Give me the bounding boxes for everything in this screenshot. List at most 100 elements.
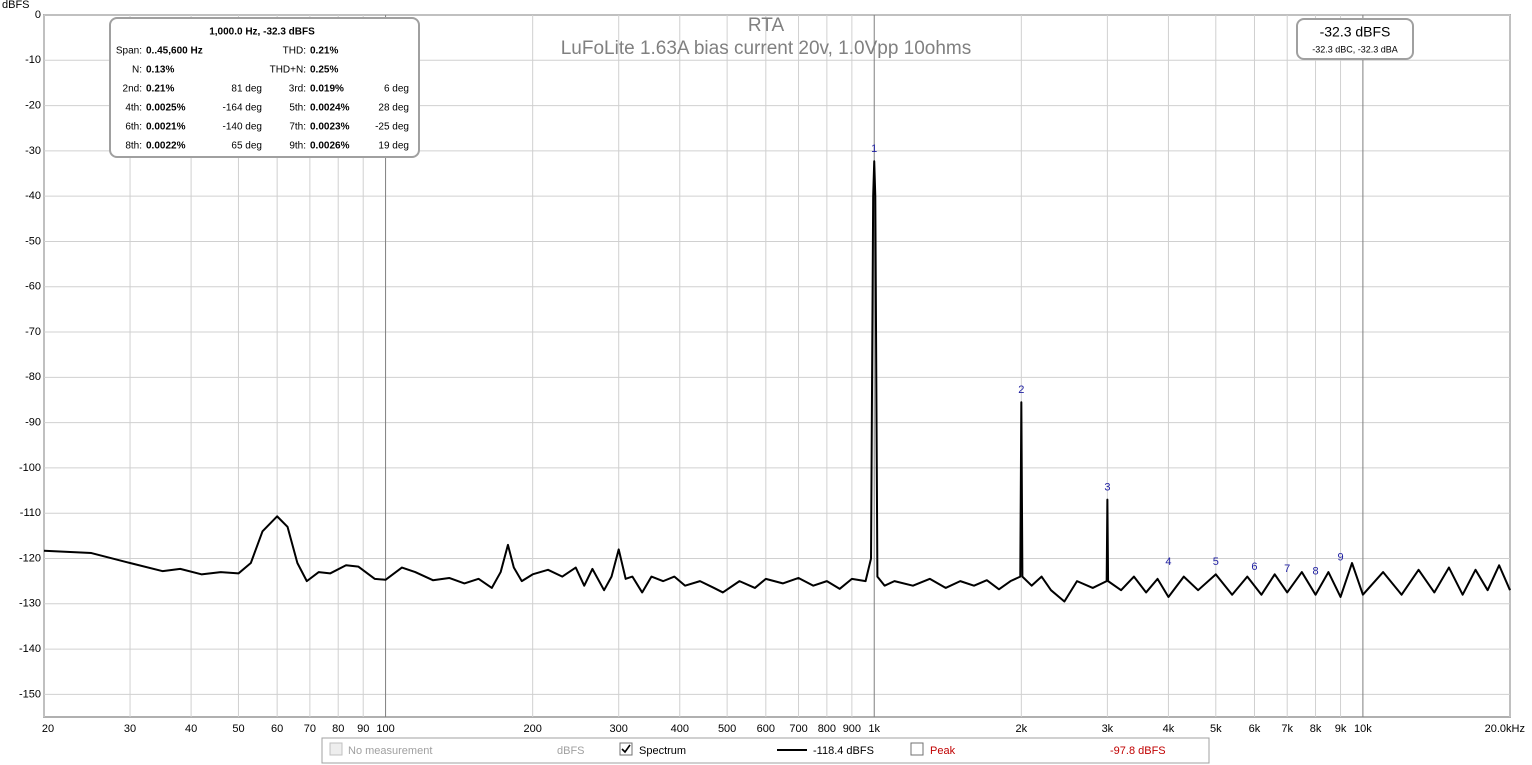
info-cell: 0.25% bbox=[310, 65, 338, 76]
info-cell: 19 deg bbox=[378, 141, 409, 152]
x-tick-label: 600 bbox=[757, 723, 775, 735]
level-sub: -32.3 dBC, -32.3 dBA bbox=[1312, 44, 1398, 54]
info-cell: -140 deg bbox=[223, 122, 262, 133]
spectrum-line bbox=[43, 160, 1511, 603]
info-cell: 0.0023% bbox=[310, 122, 350, 133]
x-tick-label: 7k bbox=[1281, 723, 1293, 735]
harmonic-marker: 3 bbox=[1104, 482, 1110, 494]
y-tick-label: -40 bbox=[25, 190, 41, 202]
y-tick-label: -110 bbox=[20, 507, 41, 519]
y-tick-label: -130 bbox=[19, 598, 41, 610]
x-tick-label: 300 bbox=[610, 723, 628, 735]
info-cell: Span: bbox=[116, 46, 142, 57]
info-box: 1,000.0 Hz, -32.3 dBFS Span: 0..45,600 Hz… bbox=[109, 17, 420, 158]
info-cell: 0.0025% bbox=[146, 103, 186, 114]
info-cell: 8th: bbox=[125, 141, 142, 152]
y-tick-label: -90 bbox=[25, 417, 41, 429]
y-tick-label: -70 bbox=[25, 326, 41, 338]
level-main: -32.3 dBFS bbox=[1320, 24, 1391, 40]
legend-bar bbox=[321, 737, 1210, 764]
legend-level: -118.4 dBFS bbox=[813, 745, 874, 757]
x-tick-label: 900 bbox=[843, 723, 861, 735]
legend-level: dBFS bbox=[557, 745, 585, 757]
x-tick-label: 80 bbox=[332, 723, 344, 735]
y-tick-label: -150 bbox=[19, 688, 41, 700]
x-tick-label: 3k bbox=[1102, 723, 1114, 735]
info-cell: -164 deg bbox=[223, 103, 262, 114]
level-box: -32.3 dBFS -32.3 dBC, -32.3 dBA bbox=[1296, 18, 1414, 60]
y-tick-label: -20 bbox=[25, 99, 41, 111]
x-tick-label: 2k bbox=[1016, 723, 1028, 735]
info-cell: 0.0026% bbox=[310, 141, 350, 152]
info-cell: 65 deg bbox=[231, 141, 262, 152]
x-tick-label: 60 bbox=[271, 723, 283, 735]
info-cell: 0.13% bbox=[146, 65, 174, 76]
info-cell: -25 deg bbox=[375, 122, 409, 133]
legend-name: Spectrum bbox=[639, 745, 686, 757]
chart-subtitle: LuFoLite 1.63A bias current 20v, 1.0Vpp … bbox=[561, 38, 972, 59]
info-cell: THD: bbox=[283, 46, 306, 57]
y-tick-label: -50 bbox=[25, 235, 41, 247]
harmonic-marker: 6 bbox=[1251, 561, 1257, 573]
harmonic-marker: 5 bbox=[1213, 556, 1219, 568]
y-axis-label: dBFS bbox=[2, 0, 30, 11]
harmonic-marker: 8 bbox=[1312, 565, 1318, 577]
info-cell: 0.019% bbox=[310, 84, 344, 95]
x-tick-label: 500 bbox=[718, 723, 736, 735]
y-tick-label: -100 bbox=[19, 462, 41, 474]
legend-checkbox[interactable] bbox=[619, 742, 633, 756]
x-tick-label: 30 bbox=[124, 723, 136, 735]
y-tick-label: -10 bbox=[25, 54, 41, 66]
info-cell: 4th: bbox=[125, 103, 142, 114]
legend-name: Peak bbox=[930, 745, 956, 757]
level-box-frame bbox=[1296, 18, 1414, 60]
info-cell: 5th: bbox=[289, 103, 306, 114]
y-tick-label: -60 bbox=[25, 281, 41, 293]
y-tick-label: 0 bbox=[35, 9, 41, 21]
info-cell: THD+N: bbox=[270, 65, 306, 76]
legend-checkbox bbox=[329, 742, 343, 756]
harmonic-marker: 7 bbox=[1284, 563, 1290, 575]
x-tick-label: 40 bbox=[185, 723, 197, 735]
info-cell: 28 deg bbox=[378, 103, 409, 114]
info-cell: 0.0022% bbox=[146, 141, 186, 152]
info-cell: 7th: bbox=[289, 122, 306, 133]
x-tick-label: 20.0kHz bbox=[1485, 723, 1525, 735]
x-tick-label: 10k bbox=[1354, 723, 1372, 735]
info-cell: 0.21% bbox=[310, 46, 338, 57]
plot-layer: 1 2 3 4 5 6 7 8 9 bbox=[43, 143, 1511, 603]
legend-checkbox[interactable] bbox=[910, 742, 924, 756]
chart-title: RTA bbox=[748, 15, 785, 36]
x-tick-label: 1k bbox=[868, 723, 880, 735]
x-tick-label: 800 bbox=[818, 723, 836, 735]
x-tick-label: 90 bbox=[357, 723, 369, 735]
info-cell: 6th: bbox=[125, 122, 142, 133]
x-tick-label: 400 bbox=[671, 723, 689, 735]
x-tick-label: 9k bbox=[1335, 723, 1347, 735]
x-tick-label: 6k bbox=[1249, 723, 1261, 735]
grid bbox=[43, 14, 1511, 717]
harmonic-marker: 1 bbox=[871, 143, 877, 155]
harmonic-marker: 2 bbox=[1018, 384, 1024, 396]
y-tick-label: -120 bbox=[19, 552, 41, 564]
x-tick-label: 50 bbox=[232, 723, 244, 735]
x-tick-label: 700 bbox=[789, 723, 807, 735]
legend-name: No measurement bbox=[348, 745, 432, 757]
x-tick-label: 5k bbox=[1210, 723, 1222, 735]
legend: No measurement dBFS Spectrum -118.4 dBFS Pea… bbox=[329, 742, 1166, 757]
info-box-frame bbox=[109, 17, 420, 158]
info-cell: 9th: bbox=[289, 141, 306, 152]
info-cell: 2nd: bbox=[123, 84, 142, 95]
x-tick-label: 200 bbox=[523, 723, 541, 735]
y-tick-label: -140 bbox=[19, 643, 41, 655]
info-header: 1,000.0 Hz, -32.3 dBFS bbox=[209, 27, 315, 38]
y-tick-label: -80 bbox=[25, 371, 41, 383]
harmonic-marker: 9 bbox=[1337, 552, 1343, 564]
info-cell: 3rd: bbox=[289, 84, 306, 95]
info-cell: 0.21% bbox=[146, 84, 174, 95]
x-tick-label: 70 bbox=[304, 723, 316, 735]
x-tick-label: 20 bbox=[42, 723, 54, 735]
y-tick-label: -30 bbox=[25, 145, 41, 157]
